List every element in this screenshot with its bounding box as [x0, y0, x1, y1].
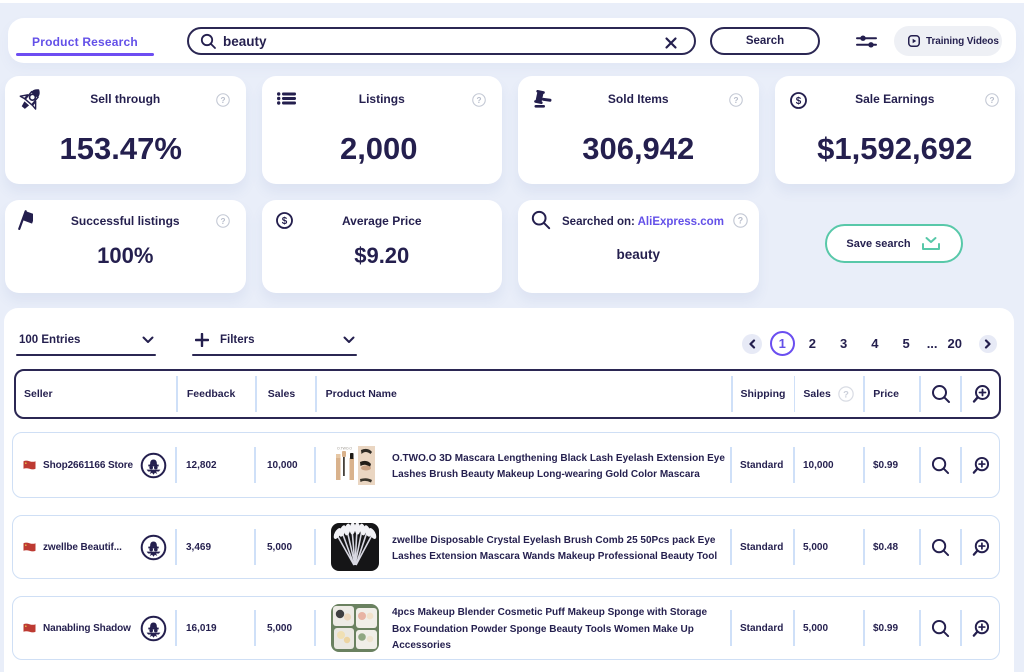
svg-text:?: ? — [476, 96, 481, 105]
svg-text:O.TWO.O: O.TWO.O — [337, 447, 352, 451]
svg-text:?: ? — [220, 217, 225, 226]
svg-text:$: $ — [281, 216, 287, 227]
svg-text:?: ? — [220, 96, 225, 105]
svg-text:$: $ — [795, 96, 801, 107]
svg-text:?: ? — [738, 216, 743, 226]
svg-text:?: ? — [989, 96, 994, 105]
svg-text:?: ? — [733, 96, 738, 105]
svg-text:?: ? — [843, 388, 849, 399]
